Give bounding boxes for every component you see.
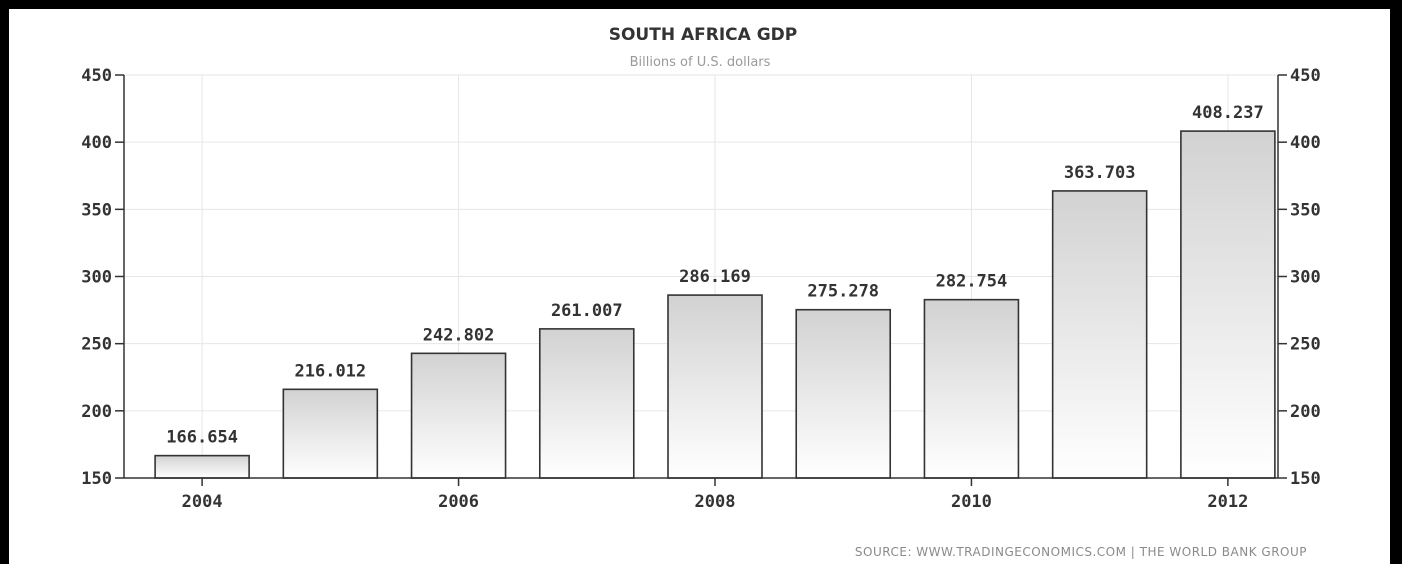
bar-2006 <box>410 352 507 479</box>
y-tick-label-left: 150 <box>81 469 112 489</box>
x-tick-label: 2012 <box>1207 492 1248 512</box>
data-label-2007: 261.007 <box>551 301 623 321</box>
bar-2012 <box>1180 130 1276 479</box>
y-tick-label-left: 300 <box>81 268 112 288</box>
source-note: SOURCE: WWW.TRADINGECONOMICS.COM | THE W… <box>855 545 1307 559</box>
y-tick-label-left: 350 <box>81 200 112 220</box>
y-tick-label-left: 450 <box>81 66 112 86</box>
x-tick-label: 2006 <box>438 492 479 512</box>
y-tick-label-right: 250 <box>1290 335 1321 355</box>
data-label-2010: 282.754 <box>936 272 1008 292</box>
bar-2007 <box>538 328 635 479</box>
chart-subtitle: Billions of U.S. dollars <box>630 55 771 70</box>
y-tick-label-left: 250 <box>81 335 112 355</box>
y-tick-label-right: 300 <box>1290 268 1321 288</box>
x-tick-label: 2008 <box>695 492 736 512</box>
y-tick-label-right: 200 <box>1290 402 1321 422</box>
y-tick-label-right: 350 <box>1290 200 1321 220</box>
bar-2009 <box>795 308 892 479</box>
y-tick-label-left: 400 <box>81 133 112 153</box>
bar-2005 <box>282 388 379 479</box>
x-tick-label: 2004 <box>182 492 223 512</box>
y-tick-label-left: 200 <box>81 402 112 422</box>
axes: 150 150 200 200 250 250 300 300 350 350 400 400 450 4… <box>81 66 1320 512</box>
bars: 166.654 216.012 242.802 261.007 286.169 275.2… <box>154 103 1276 479</box>
chart-title: SOUTH AFRICA GDP <box>609 25 798 45</box>
data-label-2008: 286.169 <box>679 267 751 287</box>
data-label-2004: 166.654 <box>166 428 238 448</box>
x-tick-label: 2010 <box>951 492 992 512</box>
y-tick-label-right: 400 <box>1290 133 1321 153</box>
bar-2004 <box>154 454 250 479</box>
y-tick-label-right: 450 <box>1290 66 1321 86</box>
bar-2011 <box>1051 190 1148 479</box>
data-label-2005: 216.012 <box>295 361 367 381</box>
bar-2010 <box>923 298 1020 479</box>
data-label-2011: 363.703 <box>1064 163 1136 183</box>
bar-2008 <box>667 294 763 479</box>
data-label-2009: 275.278 <box>807 282 879 302</box>
data-label-2006: 242.802 <box>423 325 495 345</box>
data-label-2012: 408.237 <box>1192 103 1264 123</box>
y-tick-label-right: 150 <box>1290 469 1321 489</box>
